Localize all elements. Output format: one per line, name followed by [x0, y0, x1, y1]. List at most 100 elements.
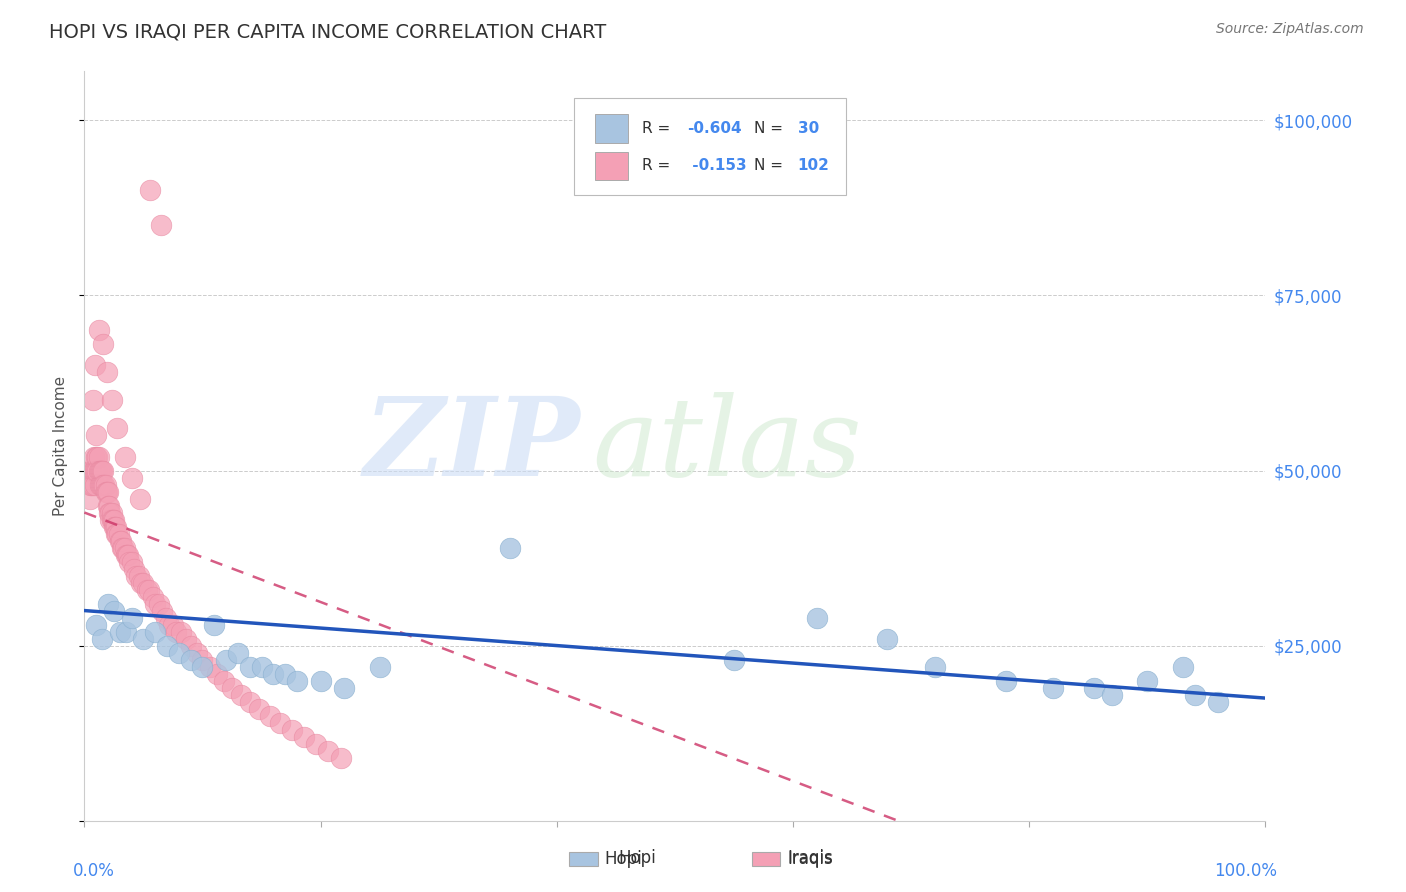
Point: [103, 519, 125, 533]
Point: [107, 421, 129, 435]
Point: [155, 610, 177, 624]
Bar: [752, 852, 780, 866]
Point: [91, 463, 114, 477]
Text: N =: N =: [754, 120, 787, 136]
Point: [191, 652, 214, 666]
Point: [114, 548, 136, 562]
Point: [239, 695, 262, 709]
Text: 100.0%: 100.0%: [1215, 862, 1277, 880]
Point: [86, 450, 108, 464]
Point: [1101, 688, 1123, 702]
Point: [150, 219, 173, 233]
Point: [89, 463, 111, 477]
Point: [91, 477, 114, 491]
Point: [121, 470, 143, 484]
Point: [91, 632, 114, 646]
Point: [80, 477, 103, 491]
Text: R =: R =: [641, 120, 675, 136]
Point: [107, 526, 129, 541]
Point: [202, 617, 225, 632]
Point: [91, 337, 114, 351]
Point: [122, 561, 145, 575]
Point: [247, 701, 270, 715]
Point: [128, 491, 150, 506]
Point: [96, 366, 118, 380]
Point: [125, 568, 148, 582]
Point: [97, 499, 120, 513]
Text: R =: R =: [641, 158, 675, 173]
Point: [98, 506, 121, 520]
Point: [105, 519, 128, 533]
Point: [1083, 681, 1105, 695]
Point: [82, 477, 104, 491]
Text: -0.604: -0.604: [686, 120, 741, 136]
Point: [98, 506, 121, 520]
Point: [285, 673, 308, 688]
Point: [114, 624, 136, 639]
FancyBboxPatch shape: [575, 97, 846, 195]
Point: [156, 639, 179, 653]
Text: 30: 30: [797, 120, 818, 136]
Point: [114, 450, 136, 464]
Point: [329, 750, 352, 764]
Point: [96, 484, 118, 499]
Point: [281, 723, 304, 737]
Point: [86, 463, 108, 477]
Point: [924, 659, 946, 673]
Point: [84, 359, 107, 373]
Point: [83, 463, 105, 477]
Text: Source: ZipAtlas.com: Source: ZipAtlas.com: [1216, 22, 1364, 37]
Point: [132, 632, 155, 646]
Point: [212, 673, 235, 688]
Point: [723, 652, 745, 666]
Point: [142, 590, 165, 604]
Point: [83, 450, 105, 464]
Point: [105, 526, 128, 541]
Point: [876, 632, 898, 646]
Point: [333, 681, 356, 695]
Point: [98, 512, 121, 526]
Point: [221, 681, 243, 695]
Point: [91, 463, 114, 477]
Point: [121, 610, 143, 624]
Point: [166, 624, 188, 639]
Point: [104, 519, 127, 533]
Point: [97, 484, 120, 499]
Point: [103, 512, 125, 526]
Point: [111, 541, 134, 555]
Text: atlas: atlas: [592, 392, 862, 500]
Text: Hopi: Hopi: [619, 849, 657, 867]
Point: [136, 582, 159, 597]
Point: [157, 617, 180, 632]
Point: [100, 393, 122, 408]
Point: [368, 659, 391, 673]
Point: [143, 597, 166, 611]
Point: [132, 575, 155, 590]
Point: [110, 533, 132, 548]
Point: [84, 428, 107, 442]
Point: [115, 548, 138, 562]
Point: [87, 323, 110, 337]
Point: [87, 463, 110, 477]
Point: [191, 659, 214, 673]
Text: -0.153: -0.153: [686, 158, 747, 173]
Point: [148, 597, 170, 611]
Point: [84, 477, 107, 491]
Point: [87, 450, 110, 464]
Point: [138, 582, 160, 597]
Point: [128, 568, 150, 582]
Point: [114, 541, 136, 555]
Point: [103, 603, 125, 617]
Text: ZIP: ZIP: [364, 392, 581, 500]
Point: [90, 463, 112, 477]
Point: [82, 463, 104, 477]
Point: [162, 617, 184, 632]
Point: [274, 666, 297, 681]
Point: [79, 491, 101, 506]
Point: [180, 652, 202, 666]
Point: [1136, 673, 1159, 688]
Point: [498, 541, 520, 555]
Point: [101, 512, 124, 526]
Point: [186, 646, 208, 660]
Point: [150, 603, 173, 617]
